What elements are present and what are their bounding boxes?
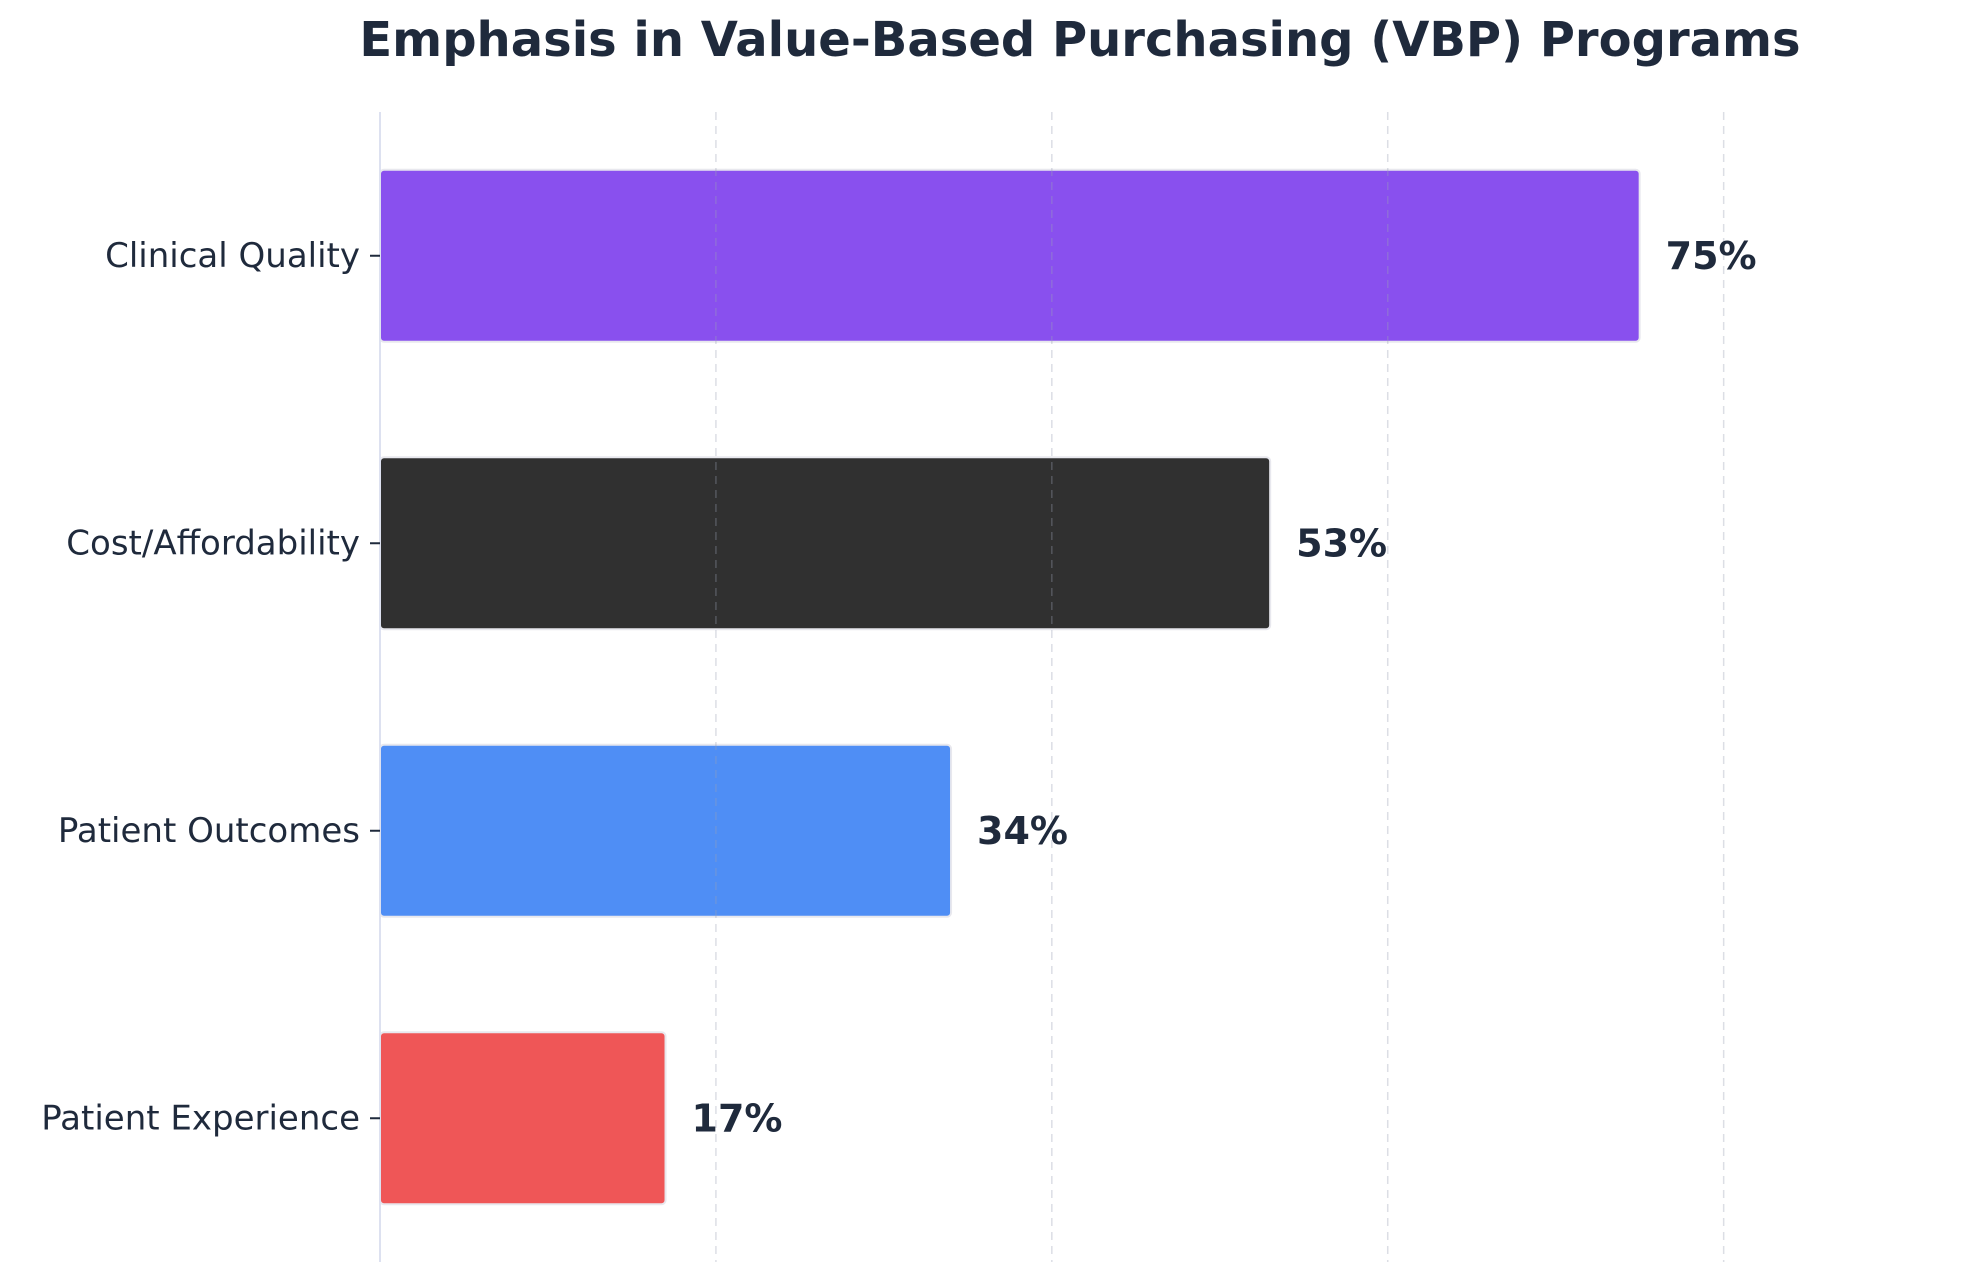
bars xyxy=(379,168,1641,1206)
value-label-2: 34% xyxy=(977,809,1068,853)
chart-title: Emphasis in Value-Based Purchasing (VBP)… xyxy=(359,12,1800,68)
category-label-0: Clinical Quality xyxy=(105,236,360,276)
value-label-0: 75% xyxy=(1666,234,1757,278)
bar-0 xyxy=(379,168,1641,343)
bar-2 xyxy=(379,743,953,918)
value-label-1: 53% xyxy=(1296,521,1387,565)
category-label-1: Cost/Affordability xyxy=(66,523,360,563)
category-label-3: Patient Experience xyxy=(41,1098,360,1138)
value-label-3: 17% xyxy=(692,1096,783,1140)
bar-3 xyxy=(379,1031,667,1206)
category-label-2: Patient Outcomes xyxy=(58,811,360,851)
labels: Clinical Quality 75% Cost/Affordability 53%… xyxy=(41,234,1756,1141)
grid-lines xyxy=(715,112,1725,1262)
bar-1 xyxy=(379,456,1272,631)
